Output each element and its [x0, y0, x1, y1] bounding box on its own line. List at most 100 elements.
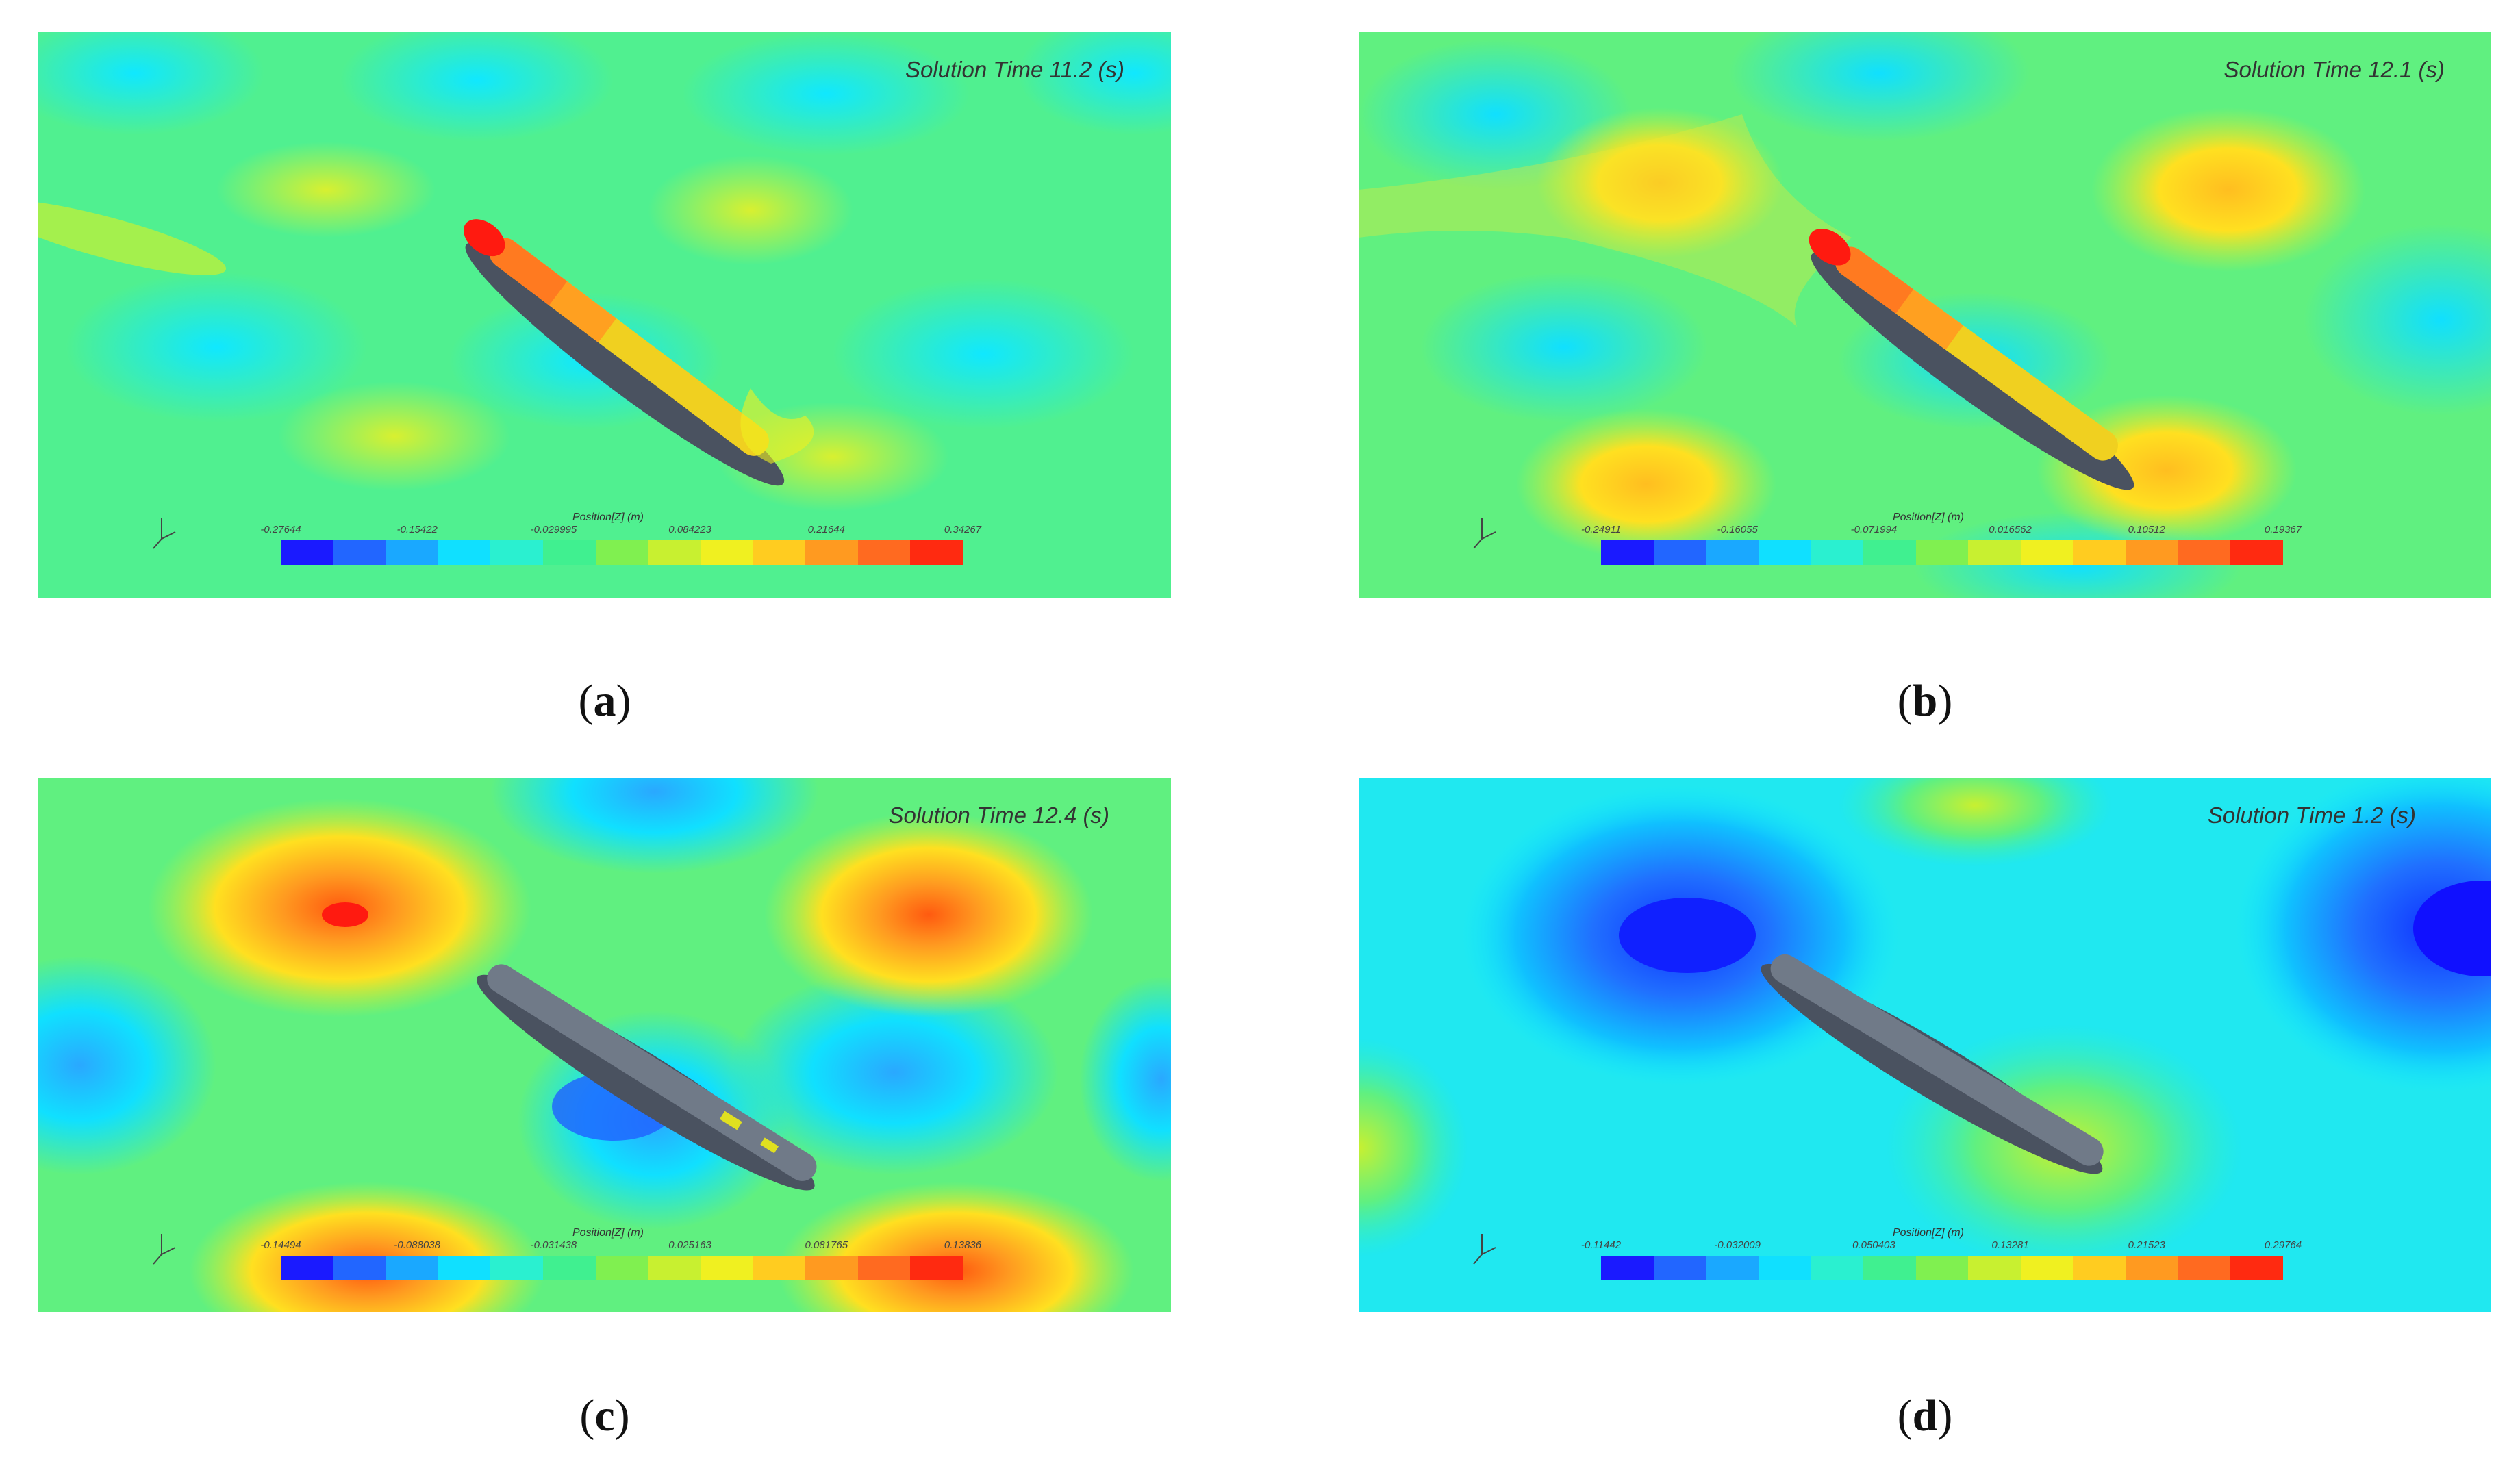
caption-letter: b — [1912, 676, 1938, 726]
caption-a: (a) — [578, 676, 631, 726]
colorbar-ticks: -0.24911 -0.16055 -0.071994 0.016562 0.1… — [1581, 524, 2302, 537]
colorbar-swatch — [753, 540, 806, 565]
colorbar-tick: -0.088038 — [394, 1239, 440, 1251]
colorbar-swatch — [1863, 540, 1916, 565]
colorbar-swatch — [1706, 540, 1759, 565]
colorbar-tick: -0.029995 — [530, 524, 577, 535]
colorbar-swatch — [1758, 1256, 1811, 1280]
colorbar-ticks: -0.11442 -0.032009 0.050403 0.13281 0.21… — [1581, 1239, 2302, 1253]
colorbar-tick: 0.016562 — [1989, 524, 2032, 535]
colorbar-tick: 0.19367 — [2264, 524, 2302, 535]
caption-letter: a — [593, 676, 616, 726]
colorbar-swatch — [1811, 540, 1864, 565]
caption-letter: d — [1912, 1391, 1938, 1441]
colorbar-title: Position[Z] (m) — [572, 1227, 644, 1239]
ship-hull-d — [1761, 954, 2104, 1174]
colorbar-swatch — [1811, 1256, 1864, 1280]
colorbar-tick: -0.11442 — [1580, 1239, 1622, 1251]
colorbar-swatch — [386, 540, 438, 565]
ship-hull-b — [1809, 229, 2134, 490]
colorbar-swatch — [2178, 540, 2231, 565]
solution-time-label: Solution Time 12.4 (s) — [888, 802, 1109, 828]
colorbar-swatch — [2020, 540, 2074, 565]
colorbar-swatch — [1653, 540, 1706, 565]
ship-hull-a — [463, 219, 785, 486]
panel-d: Solution Time 1.2 (s) Position[Z] (m) -0… — [1359, 778, 2491, 1312]
colorbar-swatch — [595, 540, 648, 565]
colorbar-tick: 0.081765 — [805, 1239, 848, 1251]
panel-c: Solution Time 12.4 (s) Position[Z] (m) -… — [38, 778, 1171, 1312]
colorbar-tick: -0.24911 — [1580, 524, 1622, 535]
caption-c: (c) — [579, 1391, 630, 1441]
colorbar-tick: 0.13281 — [1991, 1239, 2029, 1251]
colorbar-tick: -0.15422 — [396, 524, 438, 535]
colorbar-swatch — [1758, 540, 1811, 565]
colorbar-swatch — [1915, 1256, 1969, 1280]
ship-hull-c — [476, 964, 817, 1191]
colorbar-strip — [1601, 1256, 2283, 1280]
axis-triad-icon — [1473, 518, 1496, 549]
colorbar-swatch — [386, 1256, 438, 1280]
colorbar-swatch — [1915, 540, 1969, 565]
colorbar-swatch — [2020, 1256, 2074, 1280]
colorbar-swatch — [700, 540, 753, 565]
colorbar-swatch — [333, 540, 386, 565]
colorbar-swatch — [1968, 540, 2021, 565]
colorbar-tick: -0.16055 — [1717, 524, 1758, 535]
colorbar-tick: 0.21523 — [2128, 1239, 2165, 1251]
colorbar-swatch — [281, 540, 333, 565]
colorbar-tick: 0.21644 — [807, 524, 845, 535]
wave-field-b — [1359, 32, 2491, 598]
colorbar-swatch — [2230, 540, 2283, 565]
colorbar-swatch — [1601, 1256, 1654, 1280]
panel-b: Solution Time 12.1 (s) Position[Z] (m) -… — [1359, 32, 2491, 598]
colorbar-swatch — [910, 540, 963, 565]
colorbar-tick: 0.050403 — [1852, 1239, 1895, 1251]
colorbar-swatch — [753, 1256, 806, 1280]
wave-field-c — [38, 778, 1171, 1312]
colorbar-swatch — [648, 1256, 701, 1280]
colorbar-ticks: -0.14494 -0.088038 -0.031438 0.025163 0.… — [260, 1239, 981, 1253]
colorbar-swatch — [857, 1256, 911, 1280]
colorbar-strip — [1601, 540, 2283, 565]
colorbar-strip — [281, 1256, 963, 1280]
colorbar-swatch — [543, 540, 596, 565]
colorbar-tick: -0.14494 — [260, 1239, 301, 1251]
colorbar-swatch — [438, 540, 491, 565]
colorbar-tick: 0.084223 — [668, 524, 711, 535]
solution-time-label: Solution Time 11.2 (s) — [905, 57, 1124, 82]
colorbar-swatch — [2126, 1256, 2178, 1280]
colorbar-swatch — [2230, 1256, 2283, 1280]
colorbar-swatch — [2073, 1256, 2126, 1280]
colorbar-swatch — [2073, 540, 2126, 565]
wave-field-d — [1359, 778, 2491, 1312]
caption-d: (d) — [1897, 1391, 1953, 1441]
colorbar-swatch — [1863, 1256, 1916, 1280]
colorbar-swatch — [1706, 1256, 1759, 1280]
colorbar-swatch — [490, 540, 544, 565]
colorbar-swatch — [2126, 540, 2178, 565]
colorbar-tick: -0.071994 — [1850, 524, 1898, 535]
colorbar-swatch — [543, 1256, 596, 1280]
colorbar-tick: 0.34267 — [944, 524, 982, 535]
caption-b: (b) — [1897, 676, 1953, 726]
colorbar-swatch — [281, 1256, 333, 1280]
axis-triad-icon — [153, 1234, 176, 1265]
axis-triad-icon — [1473, 1234, 1496, 1265]
colorbar-swatch — [1601, 540, 1654, 565]
solution-time-label: Solution Time 12.1 (s) — [2223, 57, 2445, 82]
solution-time-label: Solution Time 1.2 (s) — [2207, 802, 2416, 828]
colorbar-tick: 0.025163 — [668, 1239, 711, 1251]
colorbar-swatch — [1968, 1256, 2021, 1280]
colorbar-title: Position[Z] (m) — [1892, 511, 1964, 523]
colorbar-swatch — [1653, 1256, 1706, 1280]
colorbar-title: Position[Z] (m) — [1892, 1227, 1964, 1239]
colorbar-tick: 0.10512 — [2128, 524, 2165, 535]
colorbar-swatch — [595, 1256, 648, 1280]
colorbar-swatch — [2178, 1256, 2231, 1280]
colorbar-swatch — [648, 540, 701, 565]
colorbar-tick: -0.032009 — [1714, 1239, 1761, 1251]
colorbar-swatch — [333, 1256, 386, 1280]
colorbar-swatch — [700, 1256, 753, 1280]
colorbar-swatch — [857, 540, 911, 565]
